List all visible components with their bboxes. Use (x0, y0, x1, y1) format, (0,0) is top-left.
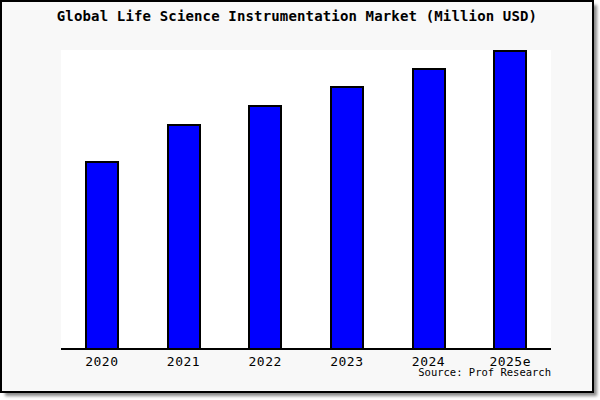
bar-2024 (412, 68, 446, 348)
bar-slot (143, 50, 225, 348)
bar-slot (469, 50, 551, 348)
tick-label-2023: 2023 (306, 354, 388, 369)
bar-slot (61, 50, 143, 348)
bar-slot (388, 50, 470, 348)
chart-title: Global Life Science Instrumentation Mark… (2, 8, 592, 24)
chart-card: Global Life Science Instrumentation Mark… (0, 0, 594, 393)
bar-2021 (167, 124, 201, 348)
bar-2020 (85, 161, 119, 348)
bar-2022 (248, 105, 282, 348)
tick-label-2021: 2021 (143, 354, 225, 369)
plot-area (61, 50, 551, 350)
bars-container (61, 50, 551, 348)
bar-2023 (330, 86, 364, 348)
bar-slot (306, 50, 388, 348)
bar-2025e (493, 50, 527, 348)
tick-label-2020: 2020 (61, 354, 143, 369)
bar-slot (224, 50, 306, 348)
tick-label-2022: 2022 (224, 354, 306, 369)
source-note: Source: Prof Research (418, 366, 551, 378)
